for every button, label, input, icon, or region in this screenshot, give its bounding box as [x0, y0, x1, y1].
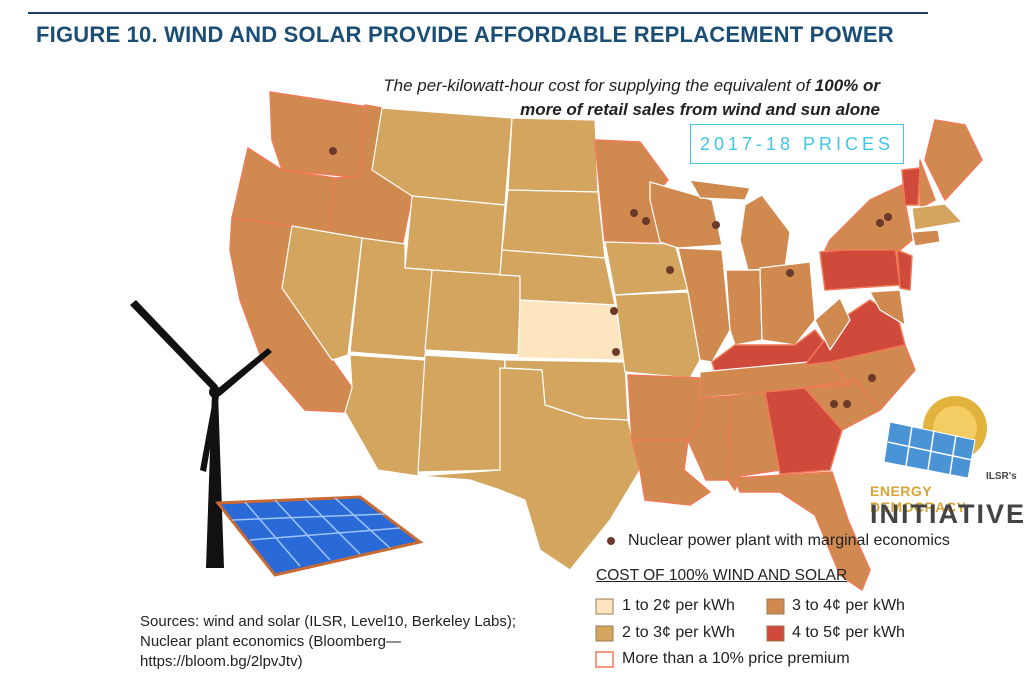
- state-kansas: [517, 299, 626, 361]
- logo-line1: ENERGY DEMOCRACY: [870, 483, 967, 515]
- legend-label-premium: More than a 10% price premium: [622, 650, 850, 667]
- state-texas: [417, 367, 641, 571]
- legend-swatch-premium: [595, 651, 614, 668]
- legend-swatch-2-3: [595, 625, 614, 642]
- state-louisiana: [631, 439, 711, 506]
- state-west-virginia: [814, 297, 851, 351]
- state-michigan-up: [689, 179, 751, 201]
- legend-label-2-3: 2 to 3¢ per kWh: [622, 624, 735, 641]
- nuclear-plant-dot: [830, 400, 838, 408]
- nuclear-plant-dot: [612, 348, 620, 356]
- state-ohio: [759, 261, 816, 346]
- nuclear-plant-dot: [630, 209, 638, 217]
- nuclear-plant-dot: [329, 147, 337, 155]
- state-pennsylvania: [819, 245, 901, 291]
- prices-badge: 2017-18 PRICES: [690, 124, 904, 164]
- state-michigan: [739, 194, 791, 271]
- state-new-jersey: [896, 249, 913, 291]
- nuclear-plant-markers: [329, 147, 892, 408]
- legend-nuclear-dot: [607, 537, 615, 545]
- legend-swatch-4-5: [766, 625, 785, 642]
- legend-label-4-5: 4 to 5¢ per kWh: [792, 624, 905, 641]
- subtitle-bold: 100% or more of retail sales from wind a…: [520, 76, 880, 119]
- nuclear-plant-dot: [786, 269, 794, 277]
- nuclear-plant-dot: [843, 400, 851, 408]
- state-nevada: [281, 225, 363, 361]
- state-washington: [269, 91, 376, 179]
- nuclear-plant-dot: [712, 221, 720, 229]
- state-delaware-maryland: [869, 289, 906, 326]
- state-new-york: [824, 184, 913, 251]
- logo-line2: INITIATIVE: [870, 499, 1024, 529]
- state-north-carolina: [804, 344, 916, 411]
- state-arizona: [344, 354, 426, 477]
- nuclear-plant-dot: [642, 217, 650, 225]
- state-missouri: [614, 291, 701, 379]
- legend-nuclear-label: Nuclear power plant with marginal econom…: [628, 532, 950, 549]
- sources-note: Sources: wind and solar (ILSR, Level10, …: [140, 613, 517, 670]
- solar-panel-icon: [214, 495, 424, 577]
- figure-subtitle: The per-kilowatt-hour cost for supplying…: [340, 74, 880, 122]
- state-indiana: [725, 269, 763, 346]
- state-georgia: [764, 387, 843, 475]
- state-arkansas: [627, 374, 701, 441]
- nuclear-plant-dot: [610, 307, 618, 315]
- legend-label-1-2: 1 to 2¢ per kWh: [622, 597, 735, 614]
- legend-label-3-4: 3 to 4¢ per kWh: [792, 597, 905, 614]
- nuclear-plant-dot: [666, 266, 674, 274]
- state-wyoming: [404, 195, 506, 276]
- figure-title: FIGURE 10. WIND AND SOLAR PROVIDE AFFORD…: [36, 22, 894, 47]
- legend-swatch-1-2: [595, 598, 614, 615]
- legend-swatch-3-4: [766, 598, 785, 615]
- nuclear-plant-dot: [876, 219, 884, 227]
- state-connecticut: [911, 229, 941, 247]
- state-colorado: [424, 269, 521, 356]
- state-iowa: [604, 241, 689, 296]
- logo-small-text: ILSR's: [986, 471, 1017, 482]
- wind-turbine-icon: [130, 300, 272, 568]
- title-rule: [28, 12, 928, 14]
- legend-heading: COST OF 100% WIND AND SOLAR: [596, 567, 848, 584]
- state-new-mexico: [417, 354, 506, 473]
- nuclear-plant-dot: [884, 213, 892, 221]
- subtitle-text: The per-kilowatt-hour cost for supplying…: [383, 76, 815, 95]
- state-south-dakota: [501, 189, 606, 259]
- state-new-hampshire: [919, 159, 936, 209]
- state-vermont: [901, 167, 921, 206]
- logo-sun-icon: [883, 396, 987, 479]
- state-maine: [924, 119, 983, 201]
- nuclear-plant-dot: [868, 374, 876, 382]
- state-massachusetts: [911, 203, 963, 231]
- state-north-dakota: [507, 117, 599, 193]
- state-florida: [734, 471, 871, 591]
